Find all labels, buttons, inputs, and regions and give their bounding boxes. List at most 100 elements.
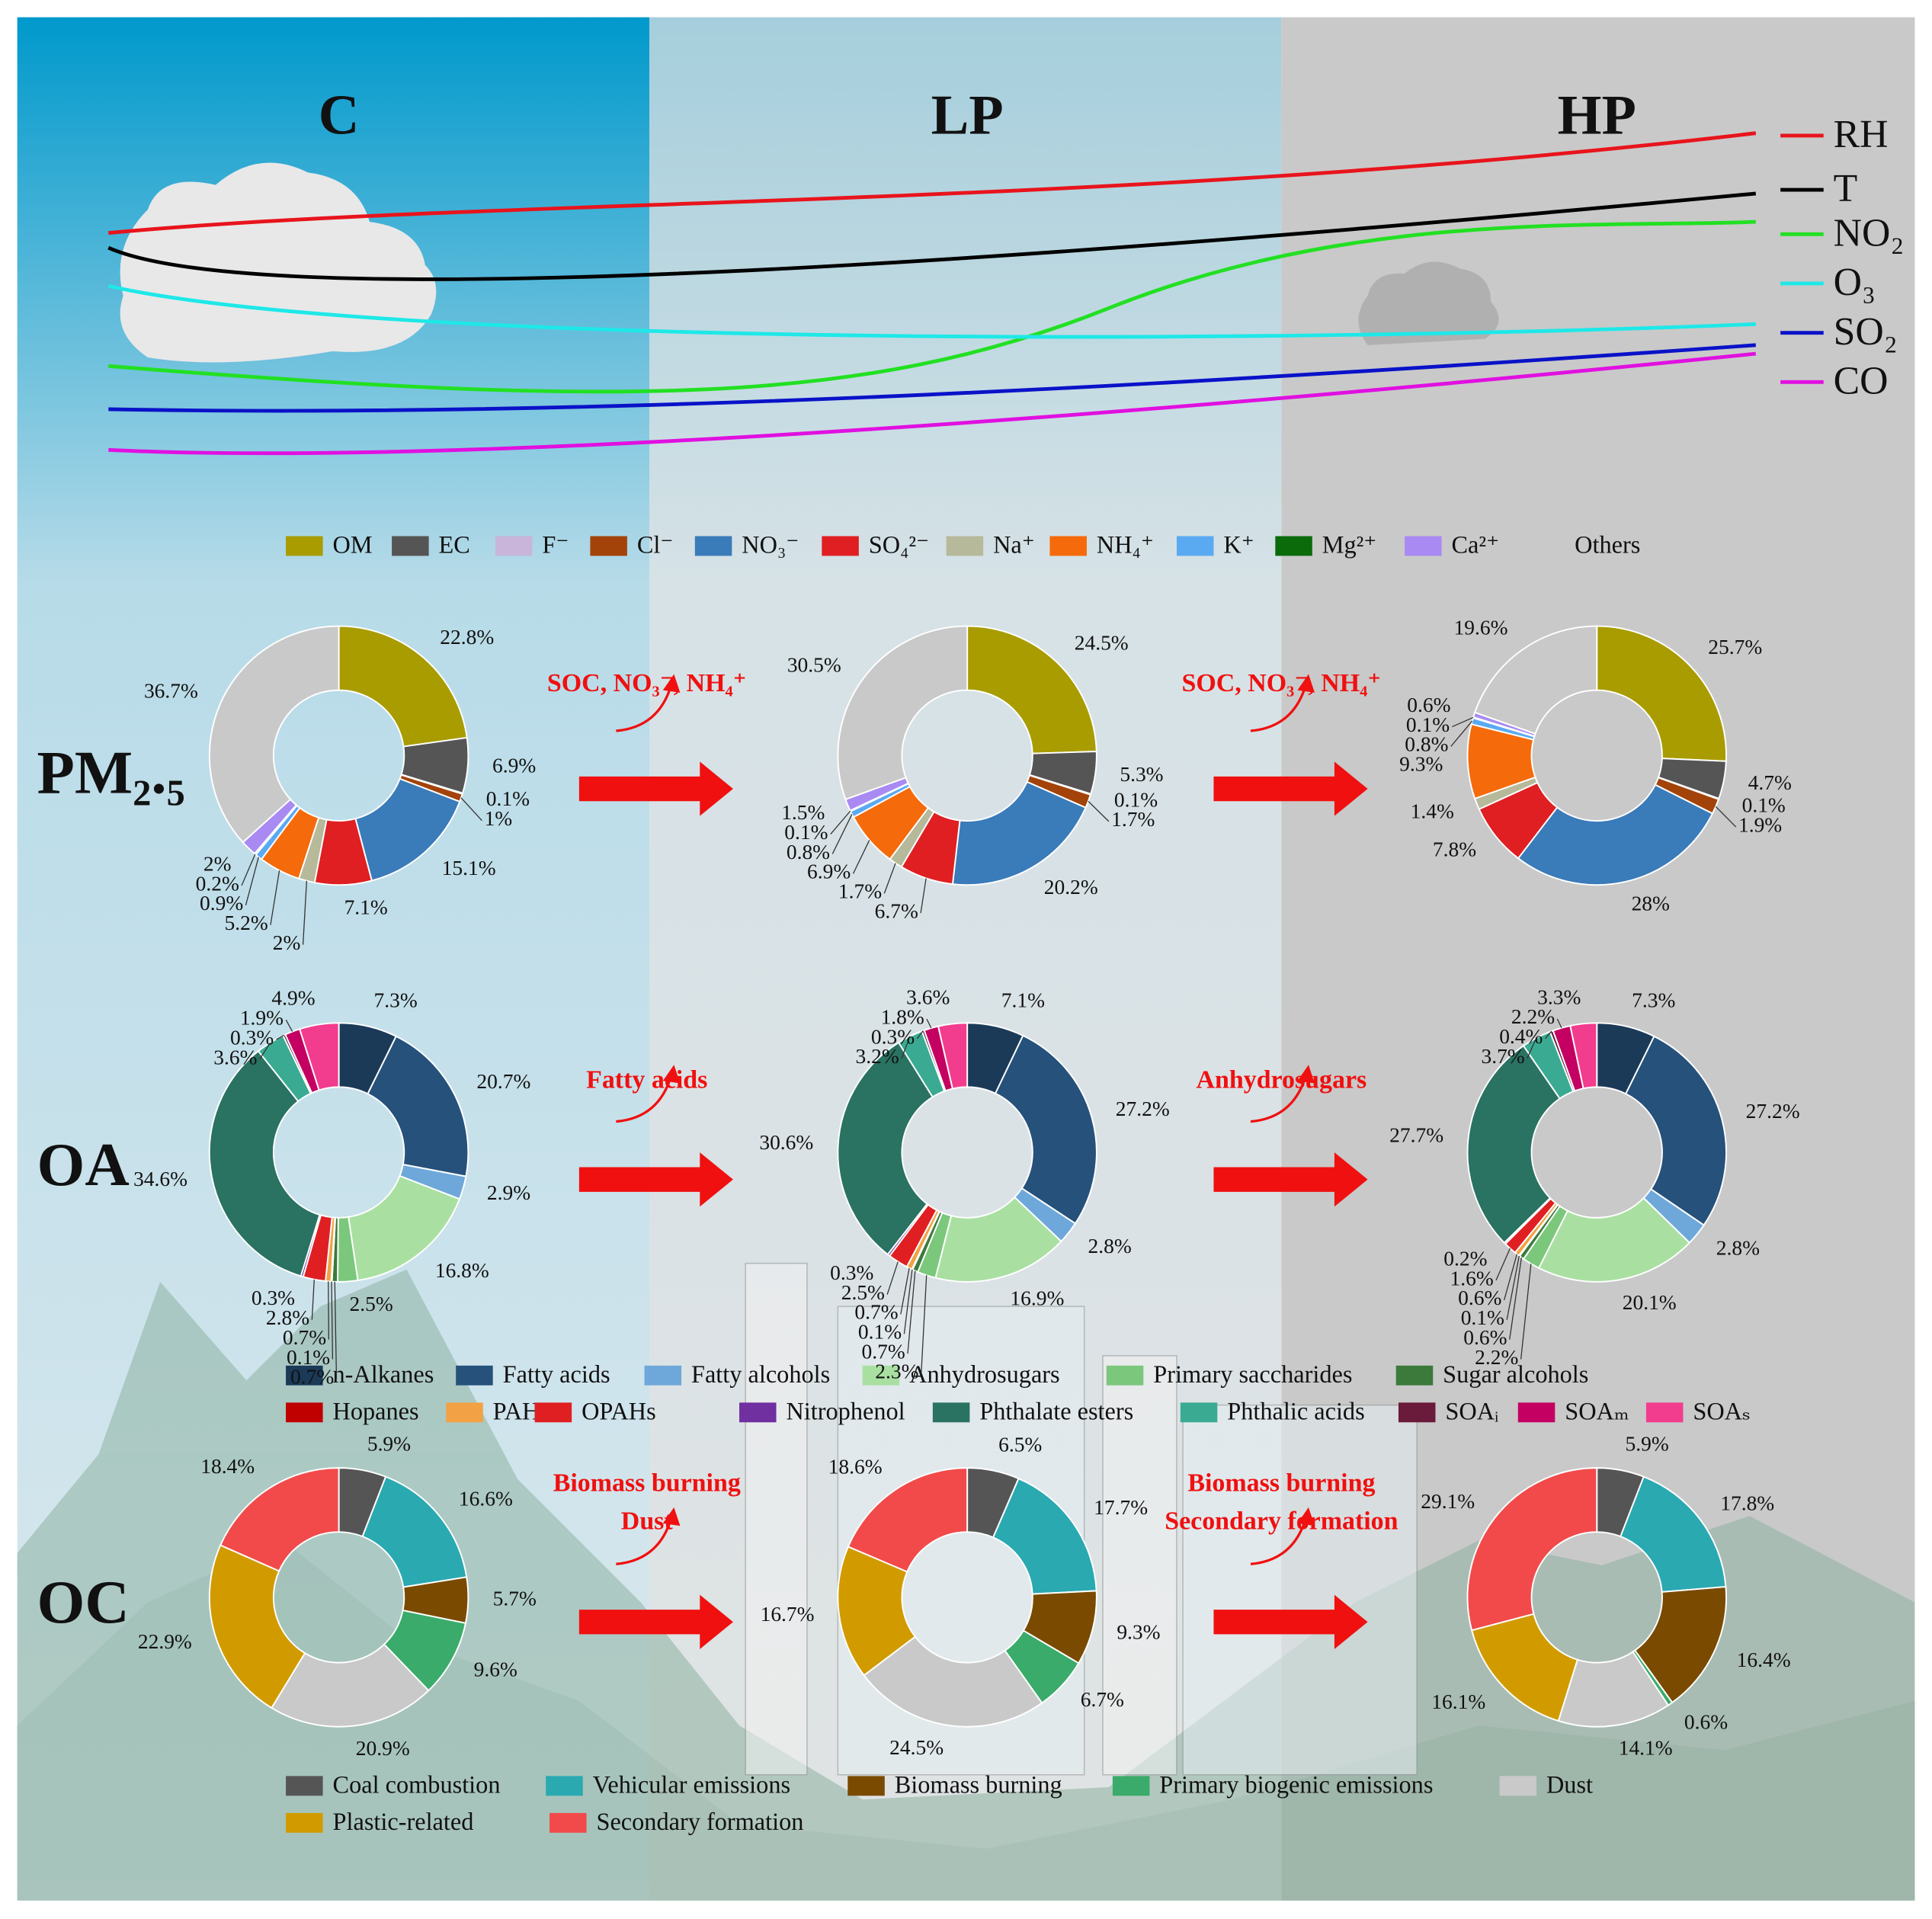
trend-arrowhead [1297,674,1315,693]
value-label: 3.6% [906,986,950,1009]
value-label: 24.5% [889,1736,944,1759]
leader-line [245,857,259,905]
trend-line [108,131,1757,235]
cloud [120,162,437,363]
trend-arrow [1250,1074,1308,1123]
leader-line [1088,800,1110,822]
value-label: 6.7% [1081,1688,1124,1711]
trend-arrowhead [1297,1507,1315,1527]
legend-label: SO₄²⁻ [869,530,929,558]
leader-line [241,854,256,886]
leader-line [1506,1255,1520,1320]
trend-line [107,284,1756,339]
donut-segment [348,1174,461,1282]
value-label: 0.3% [871,1025,915,1048]
legend-swatch [1112,1776,1150,1796]
legend-label: Phthalate esters [979,1397,1133,1424]
donut-segment [1466,1467,1598,1632]
value-label: 17.7% [1094,1496,1148,1519]
donut-segment [966,625,1097,754]
trend-line [108,343,1756,413]
value-label: 1.8% [881,1005,924,1028]
legend-label: Sugar alcohols [1443,1360,1588,1388]
leader-line [334,1281,338,1379]
leader-line [901,1036,911,1059]
transition-label: Dust [621,1507,674,1536]
value-label: 0.7% [854,1301,898,1324]
transition-label: Anhydrosugars [1196,1066,1366,1094]
trend-label: T [1834,167,1858,210]
value-label: 5.2% [225,911,268,934]
trend-label: RH [1834,113,1889,156]
legend-swatch [1645,1402,1684,1423]
value-label: 20.2% [1044,876,1098,899]
donut-segment [934,1196,1062,1283]
leader-line [1556,1018,1562,1029]
trend-label: NO₂ [1834,211,1905,255]
donut-segment [208,1544,306,1709]
value-label: 0.3% [230,1026,274,1049]
value-label: 2% [203,852,232,875]
value-label: 27.2% [1746,1100,1800,1123]
legend-label: Biomass burning [895,1770,1062,1798]
value-label: 4.7% [1748,771,1792,794]
leader-line [1715,806,1737,828]
legend-swatch [1398,1402,1436,1423]
trend-arrow [1250,1517,1308,1565]
value-label: 0.4% [1499,1025,1543,1048]
leader-line [916,1030,924,1040]
value-label: 7.3% [1632,989,1675,1012]
legend-label: Coal combustion [333,1770,501,1798]
legend-label: Cl⁻ [637,530,674,558]
legend-label: NH₄⁺ [1097,530,1154,558]
value-label: 9.3% [1117,1621,1160,1644]
value-label: 29.1% [1421,1490,1475,1513]
row-label: OA [37,1131,130,1199]
value-label: 0.1% [287,1346,330,1369]
transition-label: SOC, NO₃⁻, NH₄⁺ [547,669,747,697]
value-label: 0.3% [252,1286,295,1309]
value-label: 2.5% [350,1293,393,1315]
value-label: 22.9% [138,1630,192,1653]
trend-arrowhead [1297,1065,1315,1084]
donut-segment [837,625,969,801]
value-label: 0.1% [858,1321,902,1344]
leader-line [830,810,851,835]
leader-line [1450,720,1473,747]
value-label: 2.8% [266,1306,309,1329]
value-label: 30.6% [759,1131,813,1154]
value-label: 24.5% [1075,631,1129,654]
value-label: 2.9% [487,1181,530,1204]
donut-segment [208,1049,321,1277]
legend-swatch [495,536,533,556]
value-label: 6.9% [492,754,536,777]
trend-arrow [1250,684,1308,732]
value-label: 30.5% [787,653,841,676]
value-label: 16.1% [1431,1690,1485,1713]
value-label: 0.9% [200,892,243,915]
legend-swatch [286,536,323,556]
trend-label: CO [1834,359,1889,402]
donut-segment [219,1467,340,1572]
leader-line [907,1270,916,1354]
donut-segment [837,1546,917,1677]
value-label: 16.6% [459,1487,513,1510]
legend-swatch [446,1402,483,1423]
legend-swatch [1527,536,1565,556]
value-label: 3.7% [1481,1045,1524,1068]
legend-label: Plastic-related [333,1808,474,1835]
leader-line [285,1019,293,1032]
value-label: 15.1% [442,857,496,879]
legend-label: Vehicular emissions [593,1770,790,1798]
leader-line [302,880,308,945]
value-label: 20.7% [476,1070,530,1093]
value-label: 1.7% [838,880,882,903]
trend-arrowhead [662,674,681,693]
value-label: 1.5% [781,801,825,824]
legend-swatch [1405,536,1442,556]
mountains [17,1269,1915,1901]
leader-line [1509,1257,1522,1340]
leader-line [900,1267,910,1315]
value-label: 5.9% [1625,1433,1668,1456]
row-label: PM₂.₅ [37,739,185,807]
